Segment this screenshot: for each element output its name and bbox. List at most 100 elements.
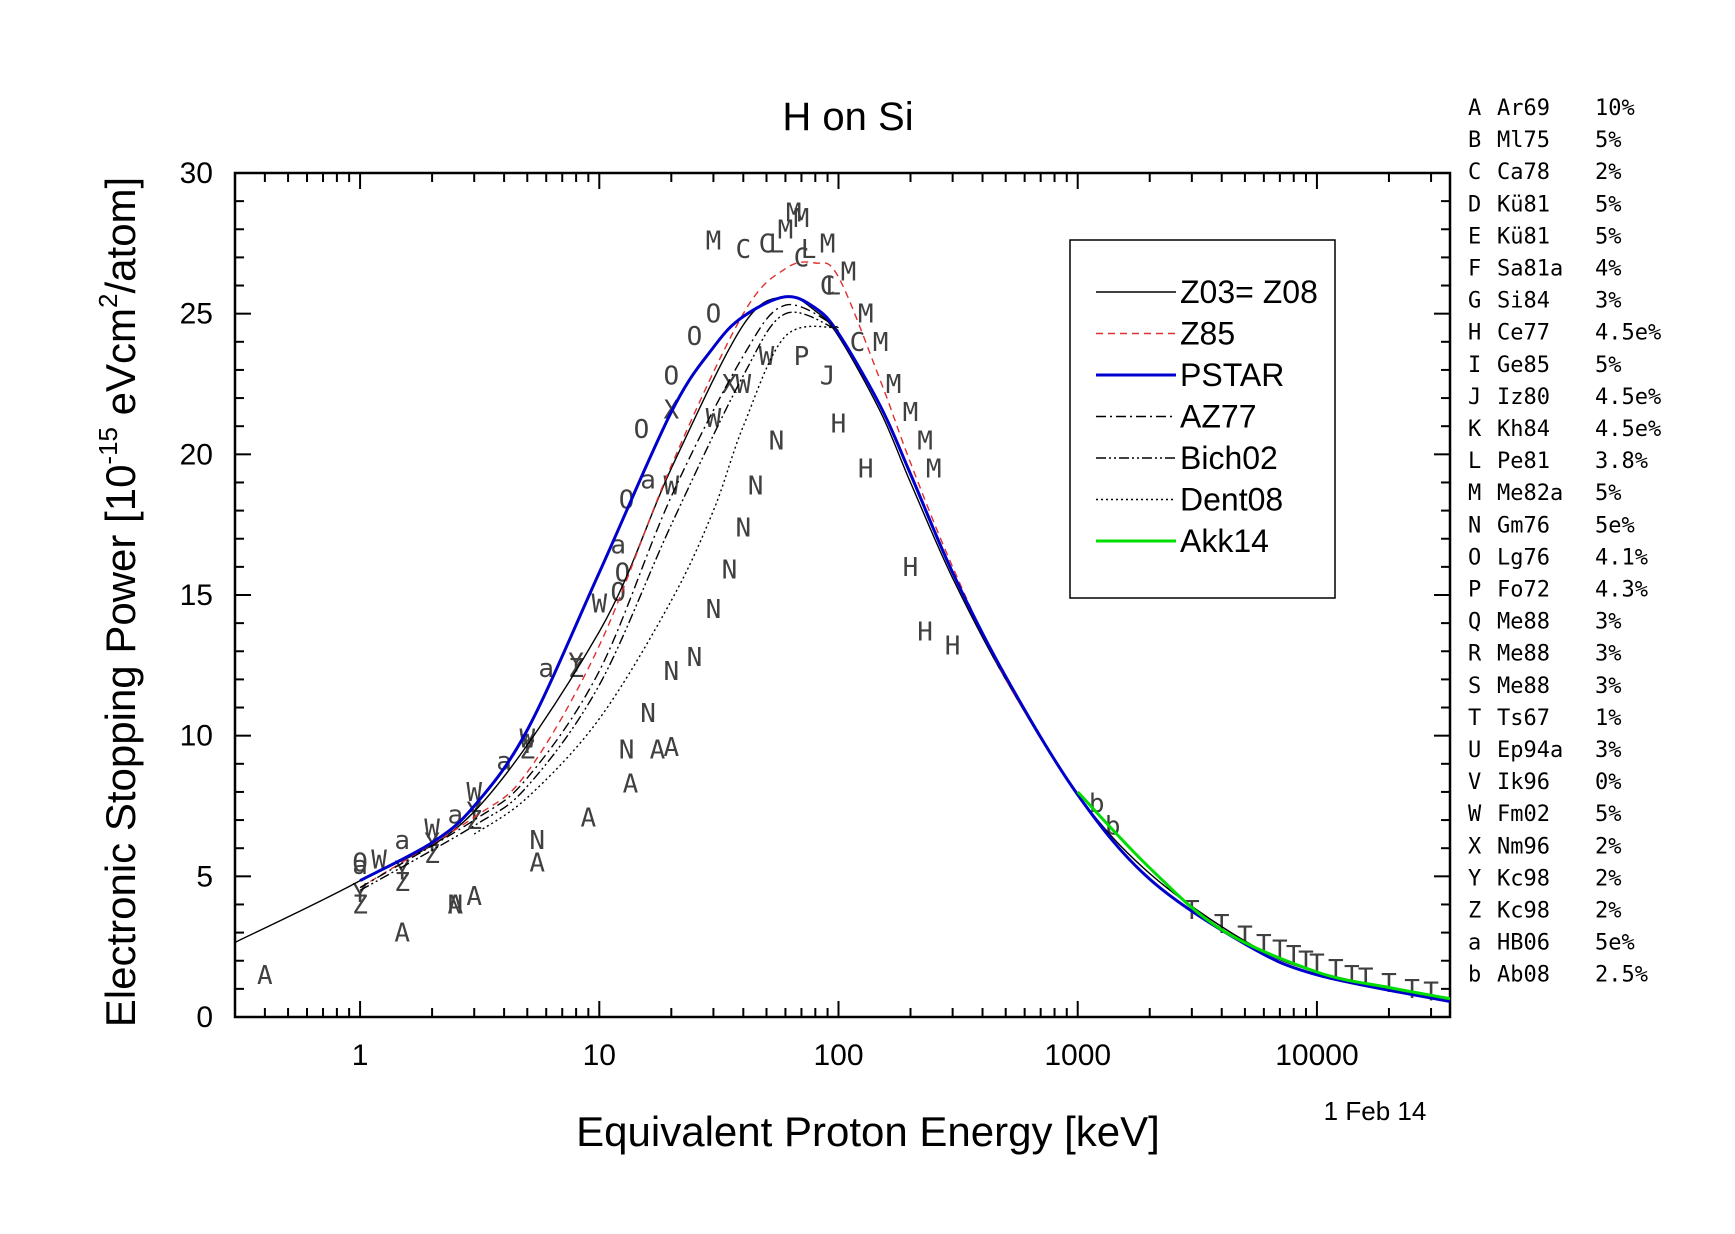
- reference-row: D Kü81 5%: [1468, 192, 1622, 217]
- data-point-H: H: [945, 632, 961, 662]
- reference-letter: Y: [1468, 866, 1481, 891]
- y-tick-label: 0: [196, 1001, 213, 1034]
- reference-name: Ge85: [1497, 353, 1550, 378]
- reference-error: 4%: [1595, 257, 1622, 282]
- reference-error: 3%: [1595, 289, 1622, 314]
- y-tick-label: 25: [180, 298, 213, 331]
- reference-letter: Q: [1468, 610, 1481, 635]
- date-label: 1 Feb 14: [1324, 1096, 1427, 1126]
- reference-name: Fo72: [1497, 578, 1550, 603]
- reference-row: P Fo72 4.3%: [1468, 578, 1648, 603]
- reference-letter: X: [1468, 834, 1482, 859]
- reference-name: Kh84: [1497, 417, 1550, 442]
- reference-error: 0%: [1595, 770, 1622, 795]
- x-tick-label: 100: [813, 1039, 863, 1072]
- data-point-C: C: [794, 243, 810, 273]
- y-tick-label: 15: [180, 579, 213, 612]
- reference-letter: D: [1468, 192, 1481, 217]
- reference-error: 2%: [1595, 834, 1622, 859]
- data-point-Z: Z: [352, 890, 368, 920]
- data-point-H: H: [831, 409, 847, 439]
- y-axis-label: Electronic Stopping Power [10-15 eVcm2/a…: [93, 177, 144, 1027]
- y-tick-label: 5: [196, 860, 213, 893]
- reference-name: Ab08: [1497, 963, 1550, 988]
- data-point-W: W: [706, 404, 722, 434]
- data-point-J: J: [820, 362, 836, 392]
- reference-letter: B: [1468, 128, 1481, 153]
- legend-label: Bich02: [1180, 440, 1278, 476]
- reference-row: a HB06 5e%: [1468, 931, 1635, 956]
- reference-error: 3%: [1595, 610, 1622, 635]
- reference-error: 5e%: [1595, 931, 1635, 956]
- data-point-T: T: [1423, 978, 1439, 1008]
- reference-name: Nm96: [1497, 834, 1550, 859]
- data-point-Z: Z: [394, 868, 410, 898]
- reference-row: I Ge85 5%: [1468, 353, 1622, 378]
- data-point-N: N: [447, 890, 463, 920]
- data-point-M: M: [873, 328, 889, 358]
- reference-error: 2%: [1595, 160, 1622, 185]
- reference-letter: S: [1468, 674, 1481, 699]
- y-axis-label-squared: 2: [93, 293, 123, 307]
- data-point-A: A: [394, 919, 410, 949]
- data-point-N: N: [640, 699, 656, 729]
- reference-name: Ce77: [1497, 321, 1550, 346]
- reference-name: Lg76: [1497, 545, 1550, 570]
- reference-row: Q Me88 3%: [1468, 610, 1622, 635]
- reference-error: 5%: [1595, 481, 1622, 506]
- data-point-A: A: [581, 803, 597, 833]
- reference-name: Ts67: [1497, 706, 1550, 731]
- reference-name: Ik96: [1497, 770, 1550, 795]
- reference-error: 1%: [1595, 706, 1622, 731]
- reference-name: Me88: [1497, 642, 1550, 667]
- reference-letter: O: [1468, 545, 1481, 570]
- y-axis-label-unit: eVcm: [97, 308, 144, 427]
- reference-letter: W: [1468, 802, 1482, 827]
- reference-row: X Nm96 2%: [1468, 834, 1622, 859]
- series-line-bich02: [359, 311, 839, 892]
- reference-row: V Ik96 0%: [1468, 770, 1622, 795]
- reference-name: Ml75: [1497, 128, 1550, 153]
- reference-name: Kü81: [1497, 192, 1550, 217]
- reference-letter: G: [1468, 289, 1481, 314]
- data-point-N: N: [722, 556, 738, 586]
- data-point-A: A: [529, 848, 545, 878]
- data-point-N: N: [706, 595, 722, 625]
- reference-row: S Me88 3%: [1468, 674, 1622, 699]
- reference-row: T Ts67 1%: [1468, 706, 1622, 731]
- data-point-A: A: [623, 769, 639, 799]
- data-point-a: a: [352, 851, 368, 881]
- data-point-H: H: [917, 618, 933, 648]
- data-point-M: M: [841, 257, 857, 287]
- y-tick-label: 10: [180, 720, 213, 753]
- data-point-O: O: [706, 300, 722, 330]
- chart-title: H on Si: [782, 95, 913, 139]
- data-point-Y: Y: [568, 649, 584, 679]
- data-point-N: N: [529, 826, 545, 856]
- x-tick-label: 10: [583, 1039, 616, 1072]
- reference-letter: T: [1468, 706, 1481, 731]
- reference-error: 2%: [1595, 899, 1622, 924]
- reference-name: Iz80: [1497, 385, 1550, 410]
- reference-row: F Sa81a 4%: [1468, 257, 1622, 282]
- data-point-A: A: [447, 890, 463, 920]
- reference-letter: N: [1468, 513, 1481, 538]
- data-point-W: W: [759, 342, 775, 372]
- reference-error: 4.3%: [1595, 578, 1648, 603]
- data-point-T: T: [1358, 964, 1374, 994]
- reference-row: O Lg76 4.1%: [1468, 545, 1648, 570]
- data-point-L: L: [825, 272, 841, 302]
- x-tick-label: 1000: [1044, 1039, 1111, 1072]
- reference-error: 5e%: [1595, 513, 1635, 538]
- data-point-C: C: [759, 229, 775, 259]
- reference-error: 3%: [1595, 642, 1622, 667]
- data-point-M: M: [926, 454, 942, 484]
- svg-text:Electronic Stopping Power [10-: Electronic Stopping Power [10-15 eVcm2/a…: [93, 177, 144, 1027]
- data-point-M: M: [706, 227, 722, 257]
- data-point-C: C: [820, 272, 836, 302]
- reference-name: Gm76: [1497, 513, 1550, 538]
- data-point-M: M: [778, 215, 794, 245]
- data-point-O: O: [687, 322, 703, 352]
- y-axis-label-main: Electronic Stopping Power [10: [97, 465, 144, 1028]
- reference-error: 5%: [1595, 802, 1622, 827]
